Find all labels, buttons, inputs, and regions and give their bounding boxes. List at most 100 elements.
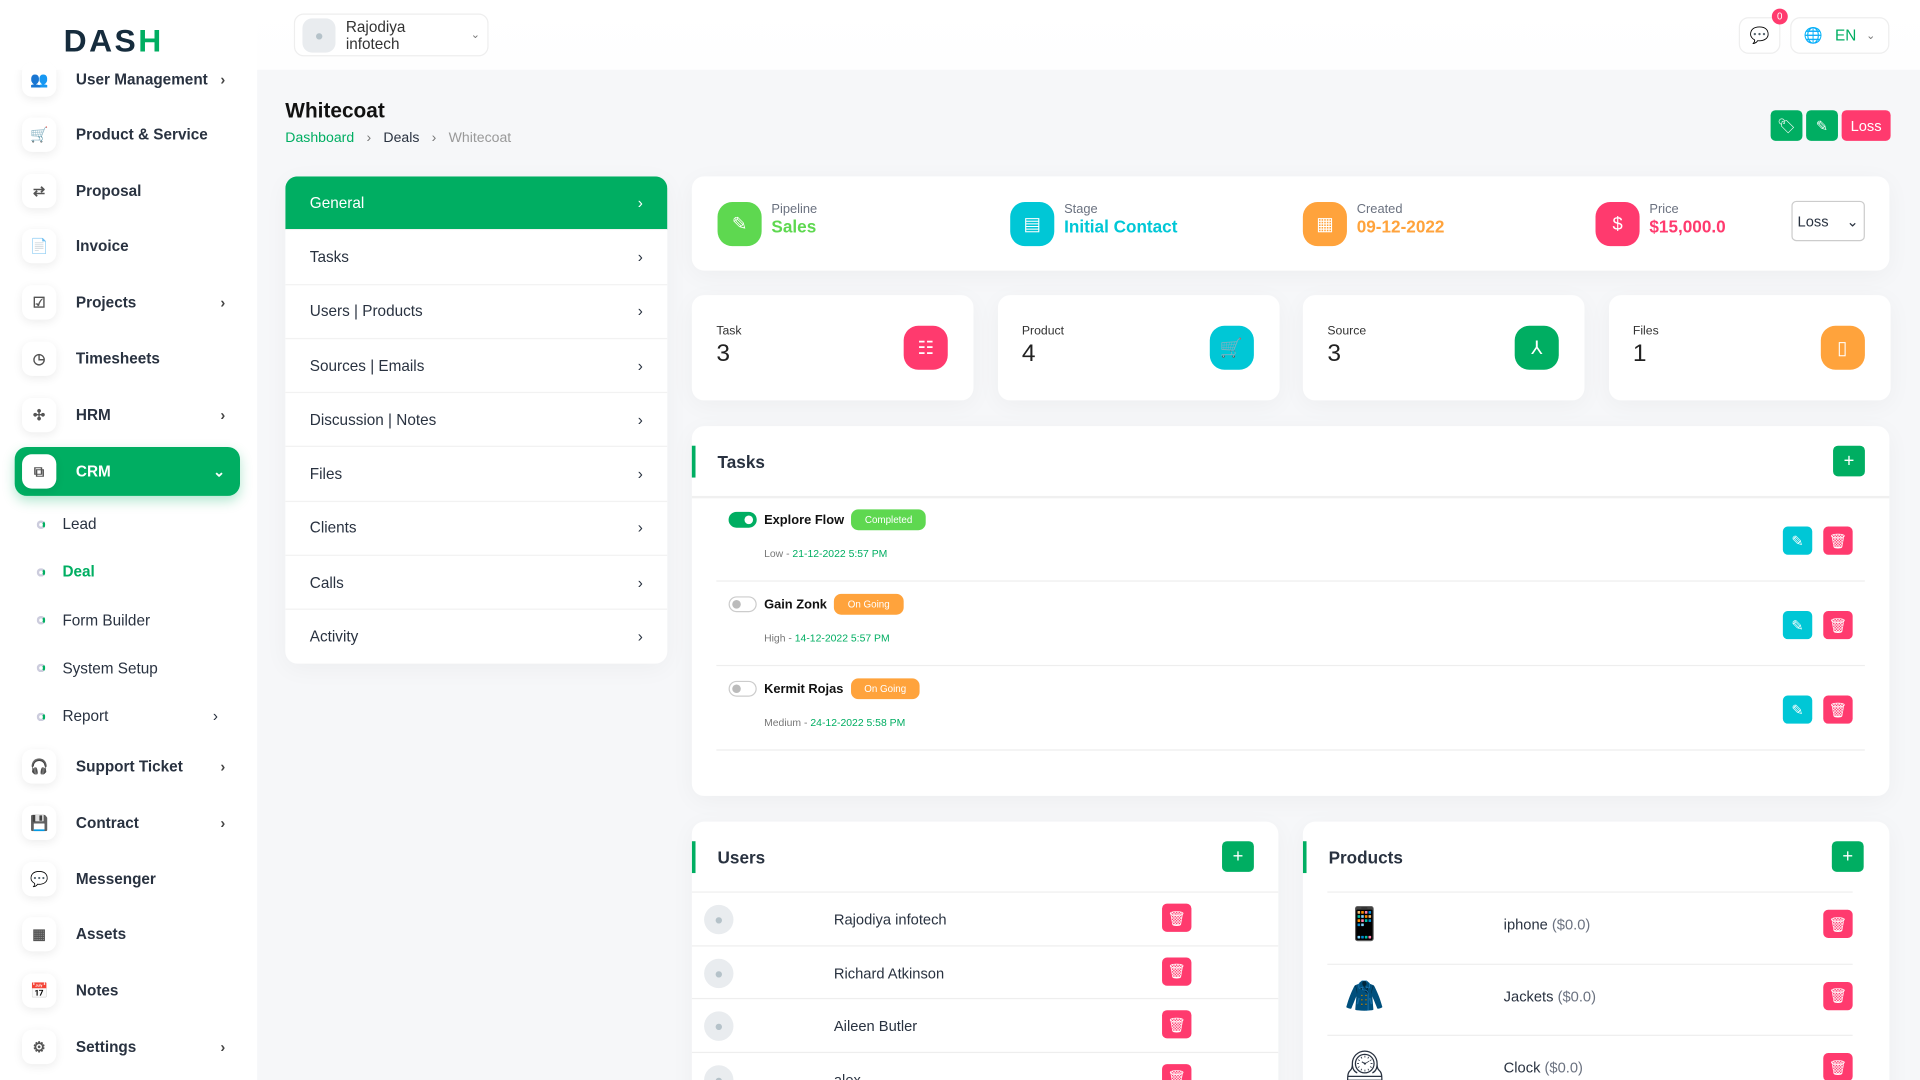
user-avatar-icon: ● — [704, 1011, 734, 1041]
chevron-right-icon: › — [212, 707, 218, 726]
delete-user-button[interactable]: 🗑 — [1162, 1010, 1192, 1039]
sidebar-item-product-service[interactable]: 🛒 Product & Service — [15, 110, 240, 159]
deal-menu-item[interactable]: Discussion | Notes › — [285, 393, 668, 448]
user-name: Rajodiya infotech — [833, 911, 947, 929]
delete-user-button[interactable]: 🗑 — [1162, 903, 1192, 932]
task-priority: Medium — [764, 716, 802, 729]
user-avatar-icon: ● — [704, 904, 734, 935]
task-list-icon: ☷ — [903, 325, 948, 370]
tasks-card: Tasks + Explore Flow Completed Low - 21-1… — [691, 426, 1890, 796]
bullet-icon — [36, 616, 46, 625]
sidebar-item-assets[interactable]: ▦ Assets — [15, 910, 240, 959]
task-complete-toggle[interactable] — [728, 596, 757, 613]
sidebar-item-proposal[interactable]: ⇄ Proposal — [15, 167, 240, 216]
delete-task-button[interactable]: 🗑 — [1823, 526, 1853, 555]
task-status-badge: On Going — [850, 678, 920, 700]
deal-menu: General › Tasks › Users | Products › Sources |… — [285, 176, 668, 664]
chevron-right-icon: › — [220, 1038, 226, 1056]
delete-task-button[interactable]: 🗑 — [1823, 611, 1853, 640]
loss-button[interactable]: Loss — [1841, 110, 1891, 141]
deal-menu-item[interactable]: Tasks › — [285, 231, 668, 285]
price-label: Price — [1649, 202, 1679, 217]
pencil-icon: ✎ — [1791, 701, 1804, 719]
breadcrumb-deals[interactable]: Deals — [383, 131, 420, 146]
edit-task-button[interactable]: ✎ — [1782, 695, 1813, 724]
delete-product-button[interactable]: 🗑 — [1823, 1053, 1853, 1080]
stat-label: Files — [1632, 324, 1659, 338]
bullet-icon — [36, 567, 46, 577]
subitem-label: Lead — [62, 515, 97, 533]
chevron-right-icon: › — [220, 814, 226, 832]
delete-user-button[interactable]: 🗑 — [1162, 1063, 1192, 1080]
labels-button[interactable]: 🏷 — [1770, 110, 1803, 141]
plus-icon: + — [1842, 846, 1854, 867]
chevron-right-icon: › — [637, 573, 643, 592]
sidebar-subitem-lead[interactable]: Lead — [36, 509, 233, 538]
menu-item-label: General — [309, 194, 365, 212]
file-icon: ▯ — [1820, 325, 1865, 370]
language-selector[interactable]: 🌐 EN ⌄ — [1790, 17, 1890, 54]
sidebar-item-timesheets[interactable]: ◷ Timesheets — [15, 334, 240, 383]
deal-menu-item[interactable]: Files › — [285, 448, 668, 502]
sidebar-item-settings[interactable]: ⚙ Settings › — [15, 1022, 240, 1071]
created-label: Created — [1356, 202, 1403, 217]
deal-menu-item[interactable]: General › — [285, 176, 668, 231]
menu-item-label: Sources | Emails — [309, 356, 425, 375]
stage-icon: ▤ — [1010, 202, 1055, 247]
delete-product-button[interactable]: 🗑 — [1823, 981, 1853, 1010]
deal-menu-item[interactable]: Calls › — [285, 556, 668, 611]
deal-info-card: ✎ Pipeline Sales ▤ Stage Initial Contact ▦ Cr… — [691, 176, 1890, 271]
users-title: Users — [691, 841, 765, 874]
deal-menu-item[interactable]: Clients › — [285, 502, 668, 557]
delete-user-button[interactable]: 🗑 — [1162, 956, 1192, 986]
add-product-button[interactable]: + — [1831, 841, 1864, 872]
products-title: Products — [1302, 841, 1403, 874]
deal-status-select[interactable]: Loss ⌄ — [1791, 200, 1865, 242]
delete-task-button[interactable]: 🗑 — [1823, 695, 1853, 724]
sidebar-item-support-ticket[interactable]: 🎧 Support Ticket › — [15, 742, 240, 791]
sidebar-subitem-form-builder[interactable]: Form Builder — [36, 606, 233, 635]
deal-menu-item[interactable]: Activity › — [285, 610, 668, 664]
deal-menu-item[interactable]: Users | Products › — [285, 285, 668, 340]
chevron-down-icon: ⌄ — [212, 462, 226, 481]
add-task-button[interactable]: + — [1833, 445, 1865, 477]
deal-menu-item[interactable]: Sources | Emails › — [285, 339, 668, 394]
task-complete-toggle[interactable] — [728, 511, 757, 528]
sidebar-subitem-report[interactable]: Report › — [36, 702, 233, 731]
chevron-right-icon: › — [637, 465, 643, 483]
trash-icon: 🗑 — [1828, 616, 1848, 634]
product-image: 🕰 — [1344, 1048, 1385, 1080]
user-name: alex — [833, 1070, 861, 1080]
delete-product-button[interactable]: 🗑 — [1823, 909, 1853, 938]
product-row: 🕰 Clock ($0.0) 🗑 — [1327, 1034, 1853, 1080]
task-priority: Low — [764, 547, 784, 560]
task-complete-toggle[interactable] — [728, 680, 757, 697]
subitem-label: Form Builder — [62, 611, 151, 629]
add-user-button[interactable]: + — [1222, 841, 1254, 872]
sidebar-item-invoice[interactable]: 📄 Invoice — [15, 222, 240, 271]
menu-item-label: Clients — [309, 519, 357, 537]
chat-icon: 💬 — [22, 861, 57, 896]
breadcrumb-dashboard[interactable]: Dashboard — [285, 131, 355, 146]
sidebar-subitem-deal[interactable]: Deal — [36, 558, 233, 587]
edit-task-button[interactable]: ✎ — [1782, 611, 1813, 640]
sidebar-item-messenger[interactable]: 💬 Messenger — [15, 854, 240, 903]
sidebar-item-projects[interactable]: ☑ Projects › — [15, 278, 240, 327]
sidebar-subitem-system-setup[interactable]: System Setup — [36, 654, 233, 683]
sidebar-item-contract[interactable]: 💾 Contract › — [15, 798, 240, 847]
task-status-badge: Completed — [851, 509, 926, 531]
edit-task-button[interactable]: ✎ — [1782, 526, 1813, 555]
sidebar-item-crm[interactable]: ⧉ CRM ⌄ — [14, 446, 241, 496]
sidebar-item-notes[interactable]: 📅 Notes — [15, 966, 240, 1015]
menu-item-label: Tasks — [309, 248, 349, 266]
tasks-title: Tasks — [691, 445, 765, 478]
sidebar-item-hrm[interactable]: ✣ HRM › — [15, 391, 240, 440]
top-header: DASH ● Rajodiya infotech ⌄ 💬 0 🌐 EN ⌄ — [0, 0, 1920, 70]
trash-icon: 🗑 — [1828, 915, 1848, 933]
messages-button[interactable]: 💬 0 — [1738, 8, 1788, 54]
trash-icon: 🗑 — [1167, 1015, 1187, 1033]
trash-icon: 🗑 — [1828, 532, 1848, 550]
company-switcher[interactable]: ● Rajodiya infotech ⌄ — [293, 13, 489, 57]
edit-deal-button[interactable]: ✎ — [1806, 110, 1838, 141]
company-name: Rajodiya infotech — [345, 17, 406, 53]
